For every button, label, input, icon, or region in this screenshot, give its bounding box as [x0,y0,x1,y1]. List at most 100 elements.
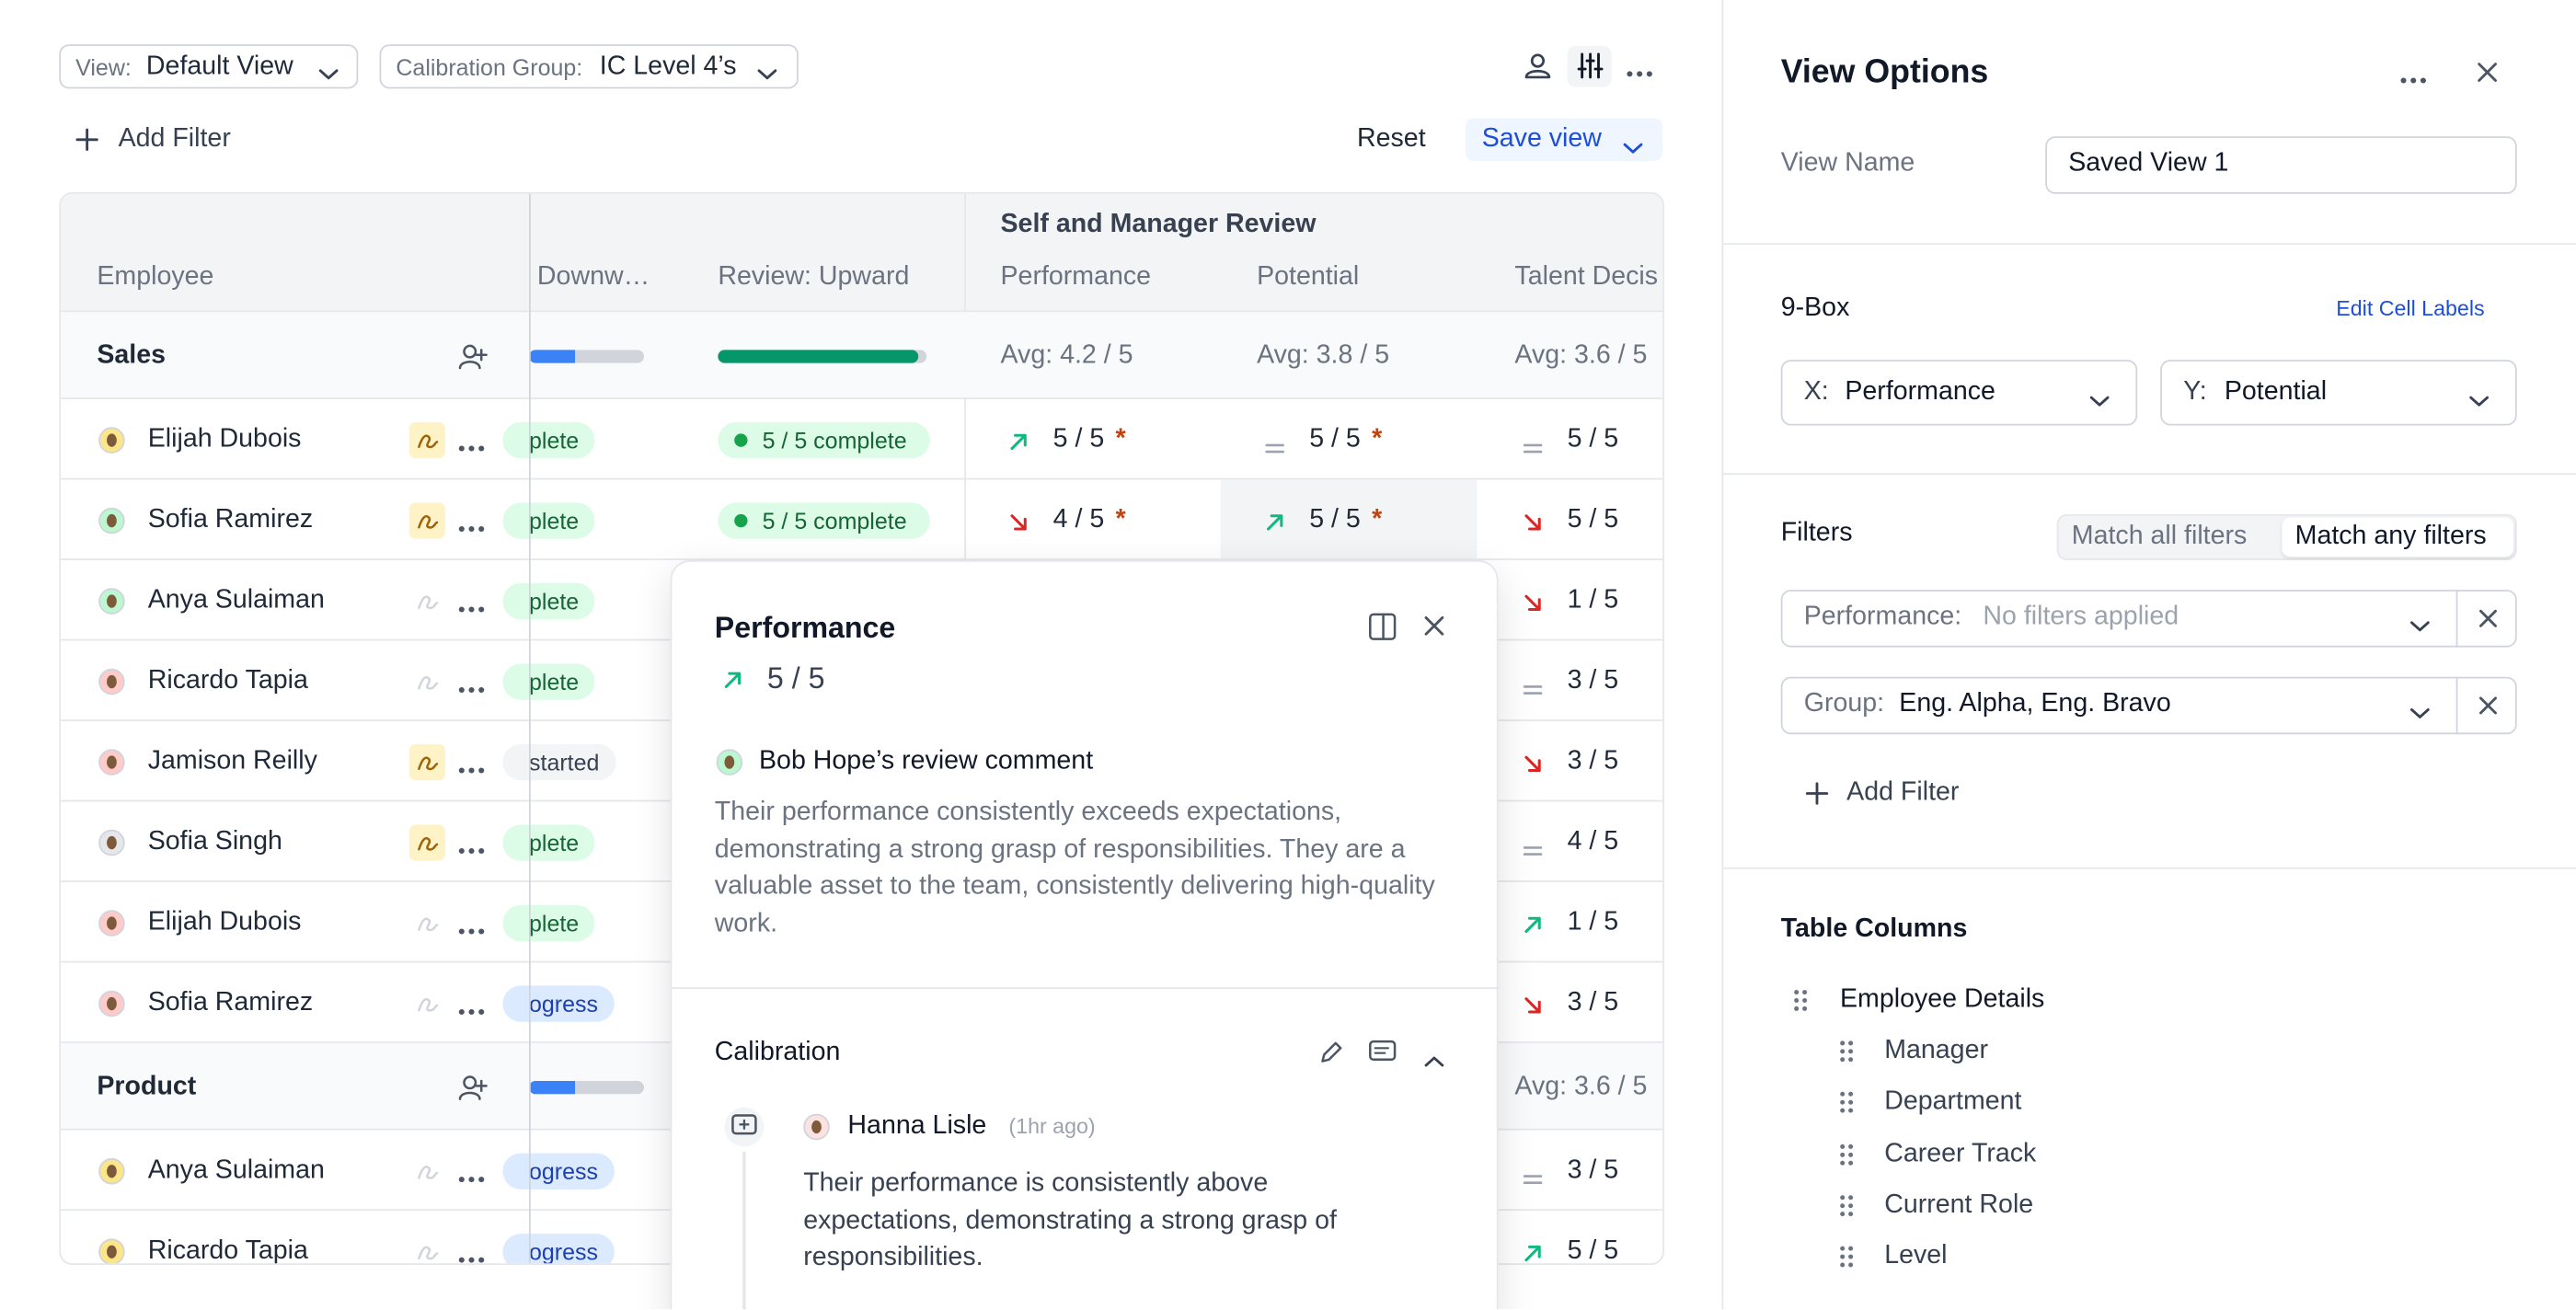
add-person-icon[interactable] [458,342,488,369]
panel-title: View Options [1780,53,1989,91]
progress-fill [528,349,575,362]
score: 3 / 5 [1567,746,1619,775]
score: 4 / 5 [1567,827,1619,856]
popover-divider [672,987,1501,989]
more-button[interactable] [456,916,486,934]
review-icon[interactable] [414,507,441,534]
score: 4 / 5 [1052,505,1105,534]
drag-handle[interactable] [1838,1244,1855,1270]
column-item: Career Track [1884,1140,2037,1168]
review-icon[interactable] [414,990,441,1017]
chevron[interactable] [2409,698,2430,718]
panel-icon[interactable] [1368,613,1397,640]
more-button[interactable] [456,1164,486,1182]
toggle-option[interactable]: Match any filters [2294,522,2487,551]
comment-icon[interactable] [1368,1040,1397,1066]
review-icon[interactable] [414,426,441,453]
status-pill [502,1152,615,1189]
avatar [98,1237,125,1264]
more-button[interactable] [456,996,486,1015]
group-average: Avg: 3.6 / 5 [1514,340,1648,369]
employee-name: Elijah Dubois [147,424,302,453]
chevron[interactable] [2089,386,2110,407]
status-pill [502,823,595,860]
review-icon[interactable] [414,668,441,695]
avatar [98,748,125,775]
status-text: 5 / 5 complete [762,506,907,534]
add-person-icon[interactable] [458,1074,488,1100]
score: 3 / 5 [1567,1155,1619,1184]
reset-button[interactable]: Reset [1356,124,1426,154]
more-button[interactable] [456,674,486,693]
status-pill [502,662,595,699]
close-button[interactable] [2477,607,2498,628]
review-icon[interactable] [414,1238,441,1264]
avatar-face [107,915,117,929]
group-select[interactable]: Calibration Group: IC Level 4’s [379,44,799,89]
axis-select[interactable] [2160,360,2517,426]
more-button[interactable] [456,594,486,612]
column-group: Employee Details [1839,985,2045,1014]
sliders-icon[interactable] [1575,51,1604,80]
people-icon[interactable] [1523,51,1552,80]
drag-handle[interactable] [1838,1142,1855,1168]
review-icon[interactable] [414,829,441,856]
review-icon[interactable] [414,587,441,614]
chevron[interactable] [757,59,777,80]
more-button[interactable] [456,755,486,773]
status-pill [502,1233,615,1264]
chevron[interactable] [318,59,339,80]
chevron[interactable] [2409,611,2430,632]
performance-popover: Performance 5 / 5 Bob Hope’s review commen… [670,559,1501,1310]
filter-row[interactable] [1780,590,2517,648]
review-icon[interactable] [414,1157,441,1184]
calibration-note: Their performance is consistently above … [803,1169,1337,1272]
filter-value: No filters applied [1983,603,2179,631]
trend-up [1523,1241,1542,1261]
drag-handle[interactable] [1838,1089,1855,1116]
more-button[interactable] [1625,59,1654,77]
view-select[interactable]: View: Default View [59,44,359,89]
popover-score: 5 / 5 [766,661,825,695]
score: 5 / 5 [1567,424,1619,453]
more-button[interactable] [456,433,486,451]
score: 5 / 5 [1309,505,1361,534]
avatar-face [107,835,117,849]
close-button[interactable] [2477,694,2498,715]
review-icon[interactable] [414,748,441,775]
column-header: Performance [1000,262,1152,292]
drag-handle[interactable] [1838,1039,1855,1065]
input-value: Saved View 1 [2068,149,2229,178]
more-button[interactable] [2398,65,2428,84]
add-filter-button[interactable]: Add Filter [118,124,231,154]
employee-name: Sofia Singh [147,827,282,856]
review-icon[interactable] [414,909,441,936]
more-button[interactable] [456,835,486,854]
more-button[interactable] [456,1245,486,1262]
close-button[interactable] [1422,615,1445,638]
column-header: Talent Decis [1514,262,1659,292]
filter-row[interactable] [1780,676,2517,735]
trend-up [723,669,742,688]
edit-icon[interactable] [1317,1040,1344,1066]
avatar-face [107,593,117,607]
chevron[interactable] [2469,386,2489,407]
toggle-option[interactable]: Match all filters [2071,522,2248,551]
collapse-icon[interactable] [1424,1046,1444,1067]
edit-labels-link[interactable]: Edit Cell Labels [2336,295,2485,321]
column-header: Employee [97,262,214,292]
status-text: plete [528,909,580,936]
close-button[interactable] [2476,61,2499,84]
axis-select[interactable] [1780,360,2138,426]
drag-handle[interactable] [1838,1192,1855,1219]
column-item: Department [1884,1087,2022,1116]
drag-handle[interactable] [1792,987,1809,1014]
status-text: 5 / 5 complete [762,426,907,453]
more-button[interactable] [456,513,486,532]
view-name-input[interactable] [2045,136,2517,194]
chevron[interactable] [1623,133,1643,154]
save-view-button[interactable]: Save view [1481,124,1602,154]
avatar [98,667,125,695]
avatar [716,749,743,776]
add-filter-button[interactable]: Add Filter [1846,778,1960,807]
